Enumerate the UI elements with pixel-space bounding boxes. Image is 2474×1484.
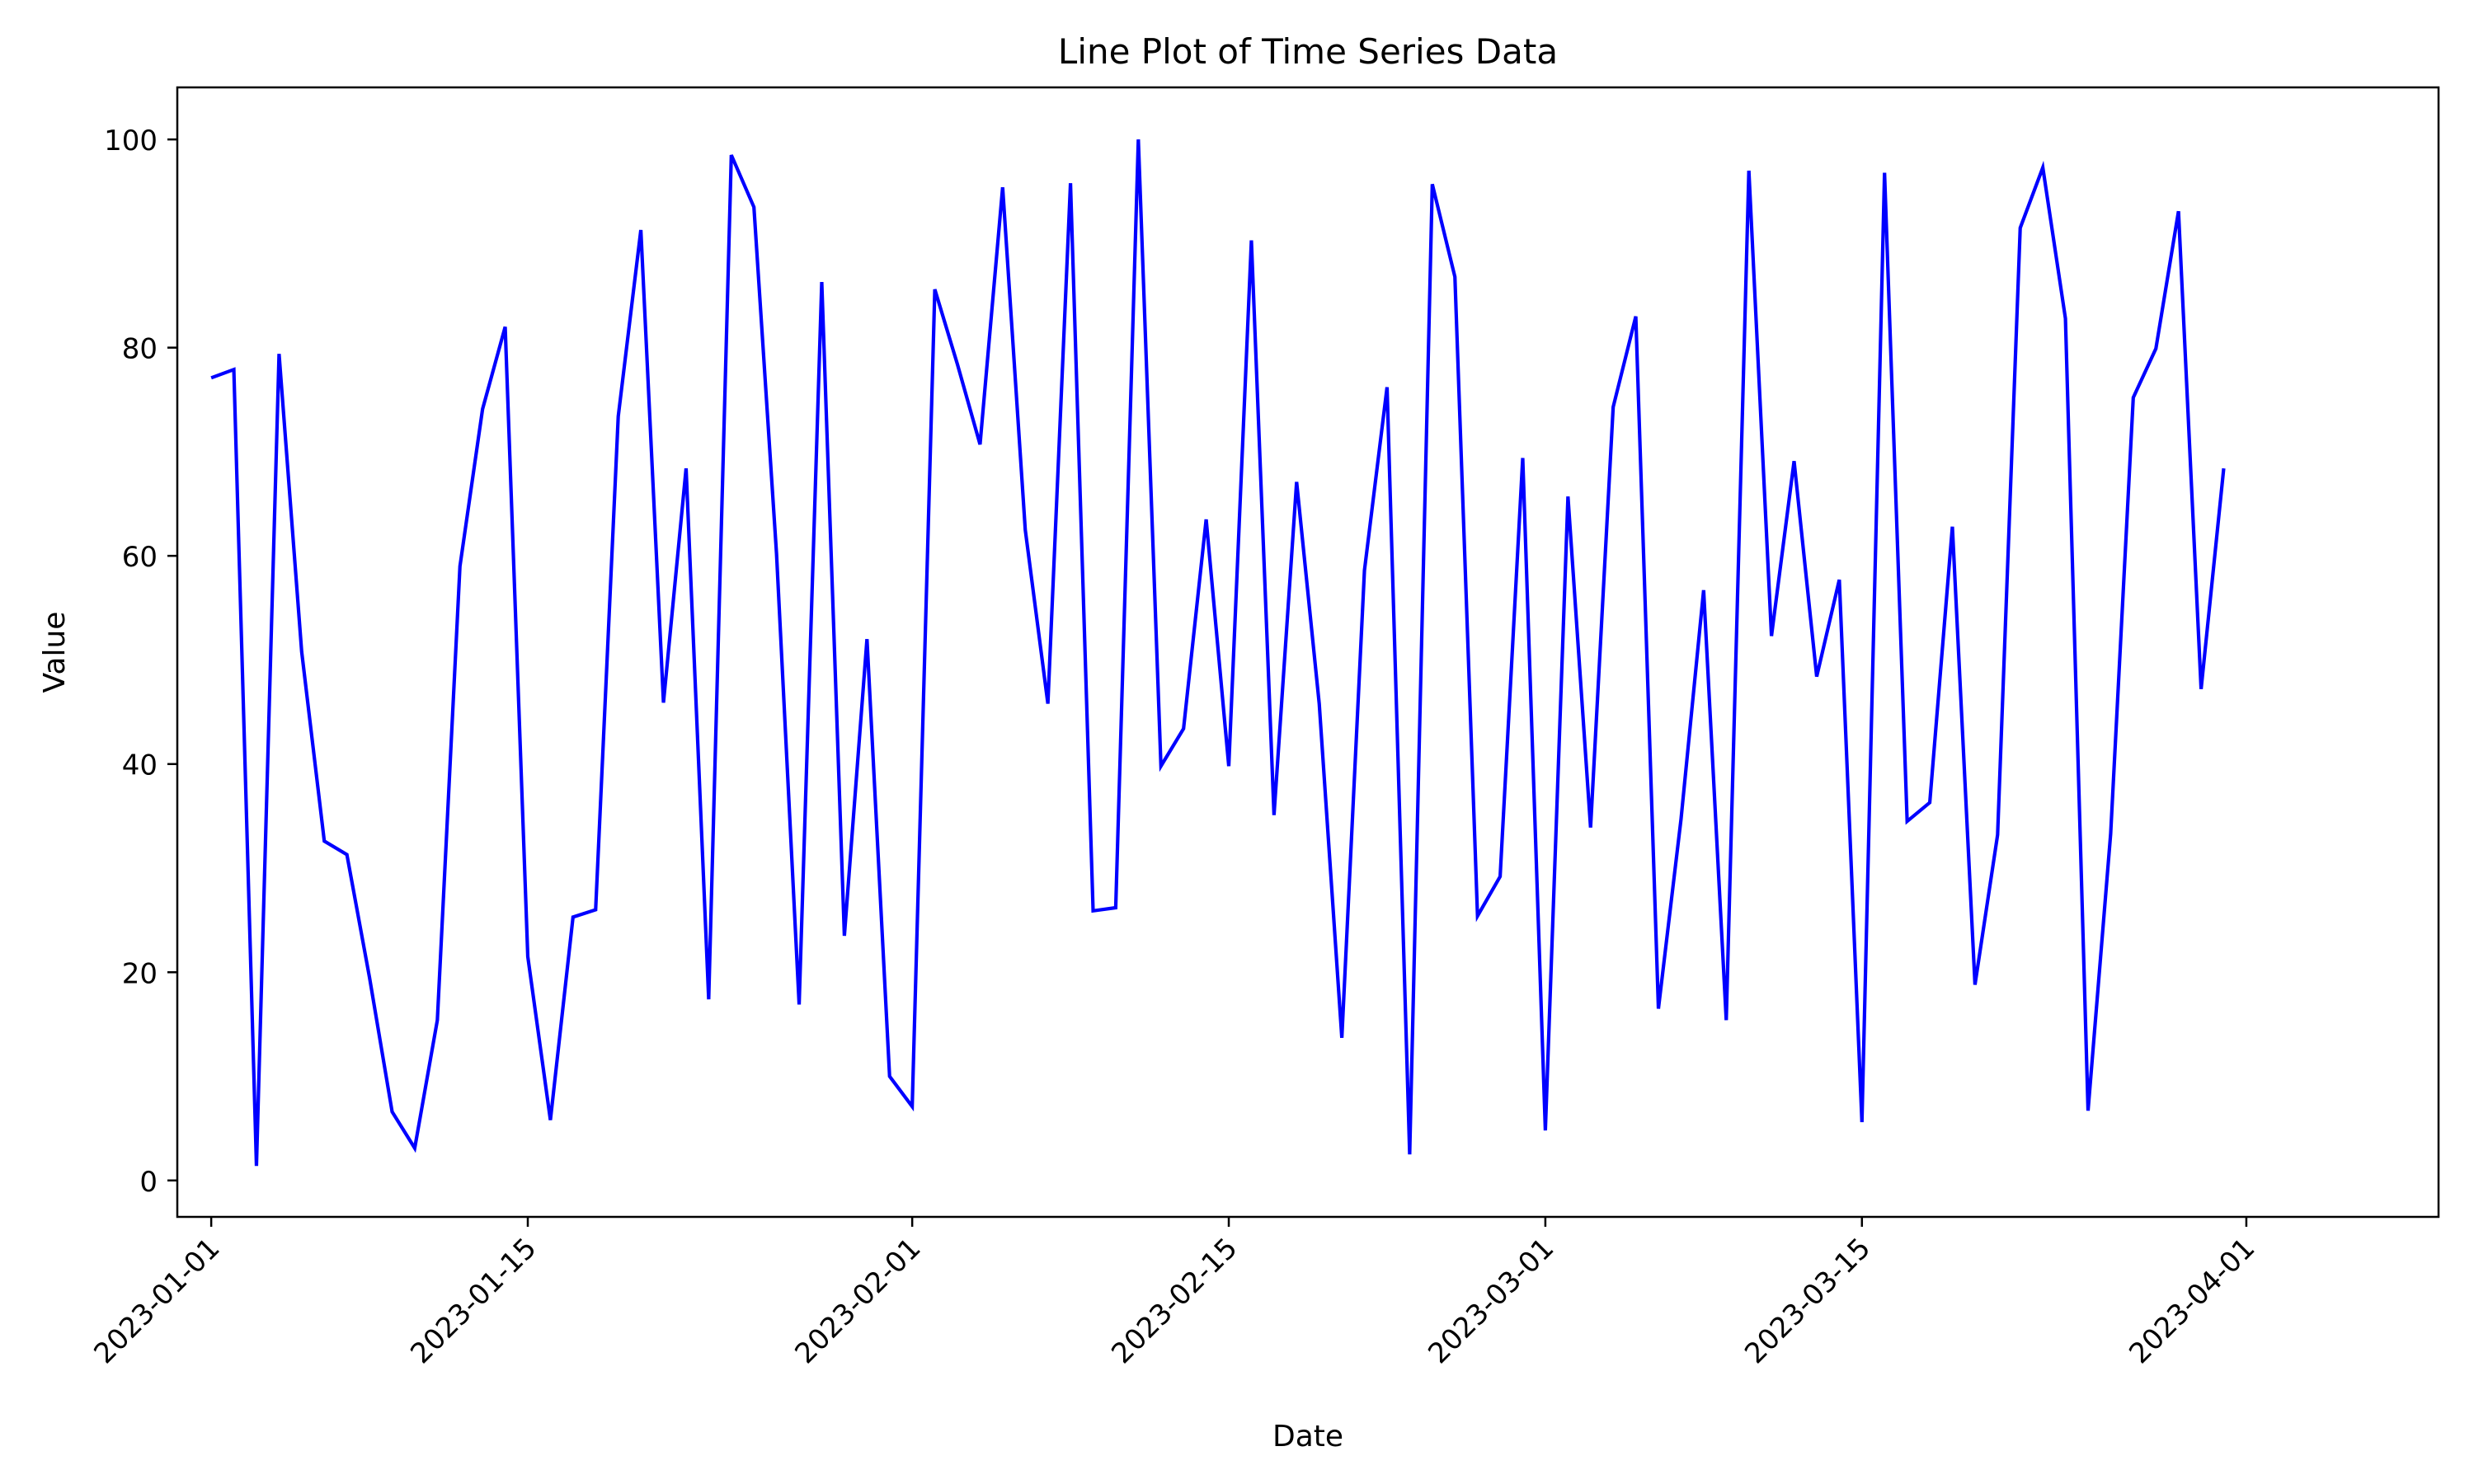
y-tick-label: 80 bbox=[122, 333, 158, 366]
x-tick-label: 2023-03-15 bbox=[1738, 1232, 1877, 1370]
series-layer bbox=[210, 139, 2226, 1167]
y-tick-label: 40 bbox=[122, 749, 158, 782]
x-tick-label: 2023-01-01 bbox=[87, 1232, 226, 1370]
series-line-0 bbox=[210, 139, 2226, 1167]
x-tick-label: 2023-04-01 bbox=[2123, 1232, 2261, 1370]
x-tick-label: 2023-02-15 bbox=[1105, 1232, 1244, 1370]
y-tick-label: 20 bbox=[122, 957, 158, 990]
x-axis-label: Date bbox=[1272, 1420, 1343, 1453]
x-tick-label: 2023-03-01 bbox=[1422, 1232, 1560, 1370]
plot-background bbox=[177, 87, 2439, 1217]
x-tick-label: 2023-01-15 bbox=[404, 1232, 543, 1370]
plot-area bbox=[177, 87, 2439, 1217]
y-tick-label: 100 bbox=[104, 124, 158, 157]
chart-title: Line Plot of Time Series Data bbox=[1058, 31, 1558, 72]
y-axis-label: Value bbox=[38, 612, 72, 693]
axes-frame bbox=[176, 86, 2440, 1219]
y-tick-label: 0 bbox=[139, 1166, 158, 1199]
y-tick-label: 60 bbox=[122, 541, 158, 574]
x-tick-label: 2023-02-01 bbox=[789, 1232, 928, 1370]
